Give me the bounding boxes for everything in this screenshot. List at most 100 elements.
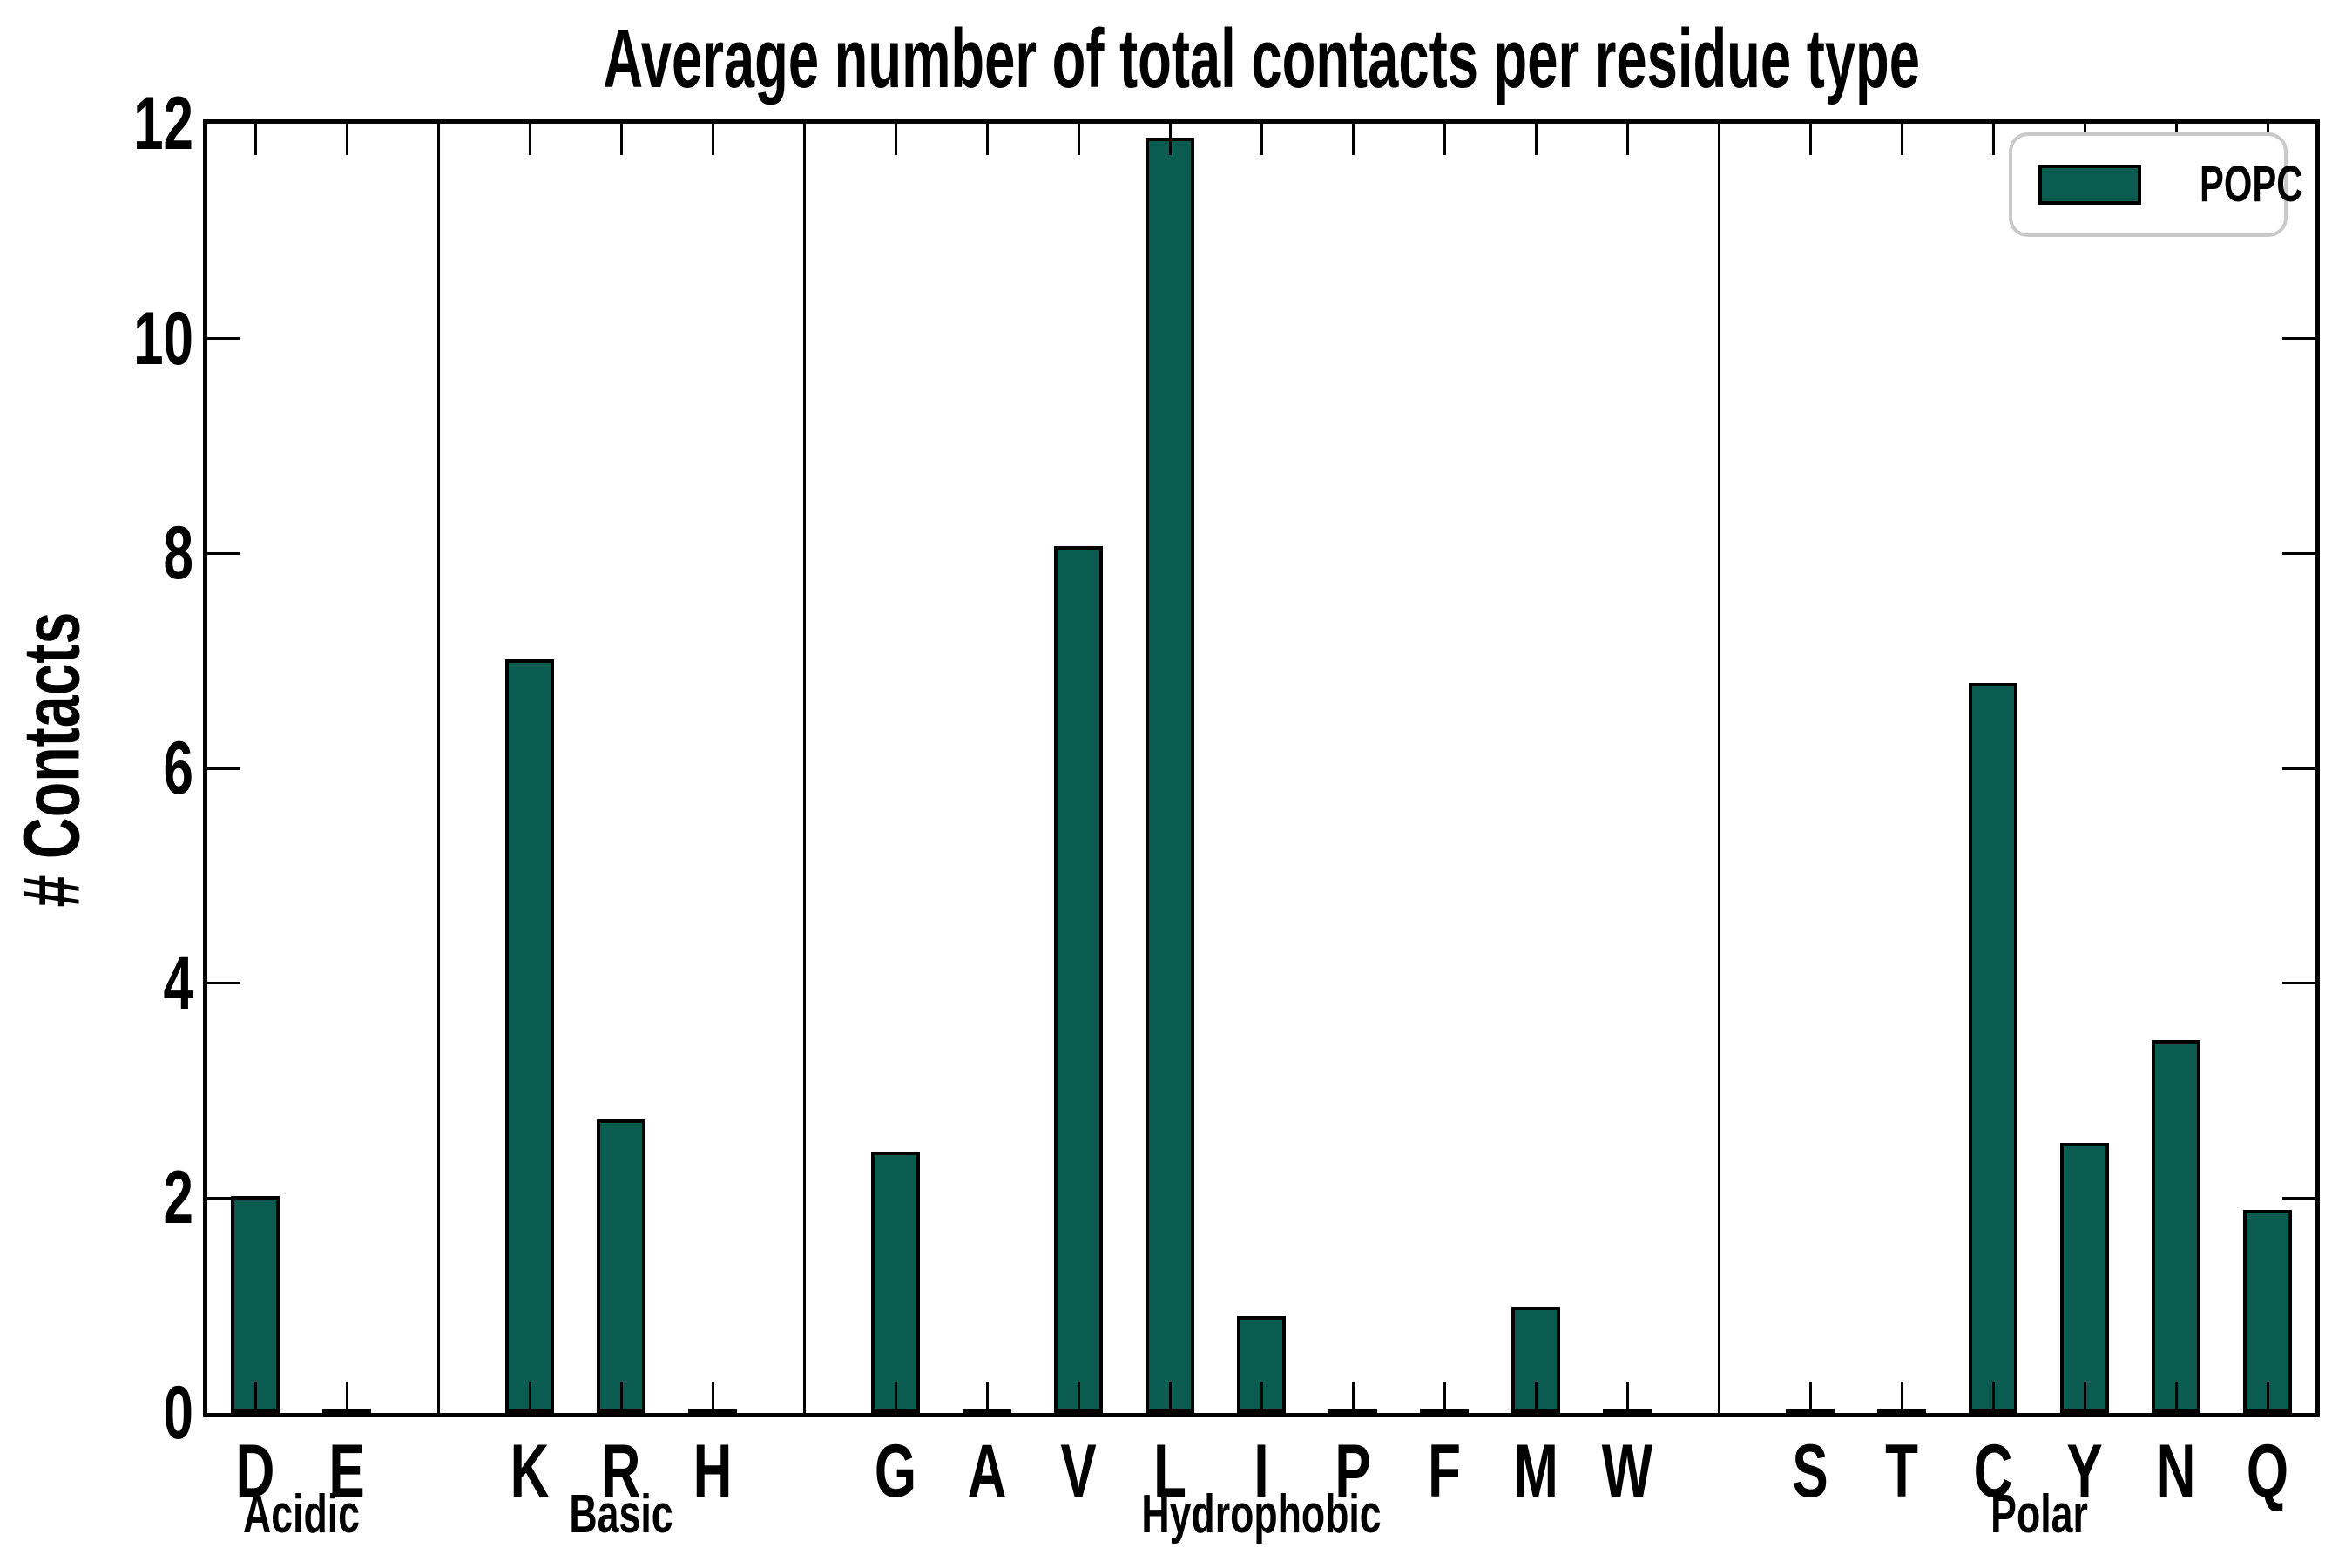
y-tick-label-text: 8: [163, 511, 193, 596]
x-tick-label-text: C: [1973, 1429, 2013, 1513]
y-tick-label-text: 6: [163, 727, 193, 810]
x-tick-label-text: R: [601, 1429, 641, 1513]
x-tick-label: E: [321, 1434, 371, 1509]
x-tick-mark: [1991, 1382, 1995, 1413]
y-tick-label: 12: [110, 86, 193, 161]
y-tick-mark: [2282, 982, 2315, 985]
x-tick-label: W: [1592, 1434, 1662, 1509]
x-tick-mark: [1900, 124, 1903, 155]
bar: [597, 1119, 645, 1413]
x-tick-mark: [2266, 1382, 2269, 1413]
x-tick-mark: [1808, 1382, 1812, 1413]
x-tick-mark: [1077, 1382, 1080, 1413]
x-tick-mark: [1260, 124, 1263, 155]
x-tick-label-text: Q: [2246, 1429, 2289, 1513]
x-tick-label: C: [1966, 1434, 2020, 1509]
x-tick-mark: [619, 124, 623, 155]
x-tick-mark: [894, 124, 897, 155]
x-tick-label-text: E: [328, 1429, 365, 1513]
x-tick-mark: [2174, 1382, 2178, 1413]
y-tick-label-text: 0: [163, 1371, 193, 1455]
x-tick-mark: [528, 124, 531, 155]
x-tick-label-text: A: [967, 1429, 1007, 1513]
x-tick-label-text: M: [1513, 1429, 1558, 1513]
group-label: Polar: [1971, 1488, 2106, 1542]
x-tick-mark: [1625, 1382, 1629, 1413]
x-tick-label: M: [1504, 1434, 1567, 1509]
y-axis-label-text: # Contacts: [7, 612, 97, 908]
x-tick-mark: [1168, 1382, 1172, 1413]
x-tick-mark: [345, 1382, 348, 1413]
x-tick-label-text: S: [1792, 1429, 1828, 1513]
bar: [1054, 546, 1103, 1413]
y-tick-mark: [207, 337, 240, 341]
group-label: Hydrophobic: [1095, 1488, 1428, 1542]
y-tick-label-text: 12: [133, 82, 193, 166]
group-separator: [1717, 124, 1720, 1413]
x-tick-label-text: W: [1601, 1429, 1653, 1513]
x-tick-label-text: P: [1335, 1429, 1371, 1513]
group-label-text: Polar: [1990, 1484, 2088, 1544]
x-tick-label: T: [1879, 1434, 1925, 1509]
x-tick-label-text: G: [874, 1429, 917, 1513]
x-tick-label-text: Y: [2066, 1429, 2103, 1513]
x-tick-label: P: [1328, 1434, 1377, 1509]
x-tick-label: G: [867, 1434, 925, 1509]
bar: [231, 1196, 280, 1413]
y-tick-mark: [207, 982, 240, 985]
x-tick-mark: [711, 124, 714, 155]
chart-title-text: Average number of total contacts per res…: [603, 12, 1920, 105]
x-tick-label: S: [1785, 1434, 1835, 1509]
x-tick-mark: [1168, 124, 1172, 155]
x-tick-label-text: V: [1060, 1429, 1097, 1513]
plot-area: 0 2 4 6 8 10 12 D E K R H G A V L I P F M W S T C Y N Q Acidic Basic…: [133, 86, 2320, 1542]
x-tick-label-text: T: [1885, 1429, 1918, 1513]
x-tick-label: A: [960, 1434, 1014, 1509]
x-tick-mark: [528, 1382, 531, 1413]
x-tick-mark: [1351, 124, 1355, 155]
bar: [2152, 1040, 2200, 1413]
x-tick-mark: [2083, 1382, 2086, 1413]
x-tick-mark: [1991, 124, 1995, 155]
x-tick-label: K: [503, 1434, 557, 1509]
x-tick-label-text: D: [235, 1429, 275, 1513]
group-label-text: Basic: [569, 1484, 673, 1544]
bar: [1969, 683, 2017, 1413]
x-tick-mark: [1077, 124, 1080, 155]
chart-title: Average number of total contacts per res…: [203, 12, 2320, 105]
group-label: Basic: [549, 1488, 693, 1542]
y-tick-label-text: 10: [133, 296, 193, 381]
y-tick-label: 8: [152, 516, 193, 591]
legend: POPC: [2009, 132, 2302, 237]
x-tick-mark: [1351, 1382, 1355, 1413]
y-tick-mark: [2282, 767, 2315, 770]
x-tick-mark: [253, 124, 257, 155]
bar: [871, 1152, 920, 1413]
y-tick-label: 2: [152, 1160, 193, 1235]
y-axis-label: # Contacts: [7, 555, 98, 964]
x-tick-mark: [619, 1382, 623, 1413]
y-tick-label: 0: [152, 1375, 193, 1450]
group-label-text: Hydrophobic: [1141, 1484, 1382, 1544]
x-tick-label: R: [594, 1434, 648, 1509]
group-label: Acidic: [220, 1488, 382, 1542]
x-tick-mark: [985, 1382, 989, 1413]
y-tick-label-text: 4: [163, 941, 193, 1025]
y-tick-mark: [2282, 337, 2315, 341]
x-tick-mark: [711, 1382, 714, 1413]
legend-label: POPC: [2200, 156, 2303, 213]
group-separator: [436, 124, 440, 1413]
x-tick-mark: [1534, 1382, 1538, 1413]
x-tick-mark: [1900, 1382, 1903, 1413]
x-tick-label-text: K: [510, 1429, 550, 1513]
x-tick-label: Q: [2239, 1434, 2297, 1509]
x-tick-label: I: [1251, 1434, 1272, 1509]
y-tick-mark: [207, 551, 240, 555]
x-tick-mark: [1443, 1382, 1446, 1413]
y-tick-label: 10: [110, 301, 193, 376]
x-tick-mark: [985, 124, 989, 155]
x-tick-label-text: I: [1254, 1429, 1269, 1513]
bar: [1146, 138, 1194, 1413]
y-tick-mark: [2282, 1196, 2315, 1200]
x-tick-label: H: [686, 1434, 740, 1509]
